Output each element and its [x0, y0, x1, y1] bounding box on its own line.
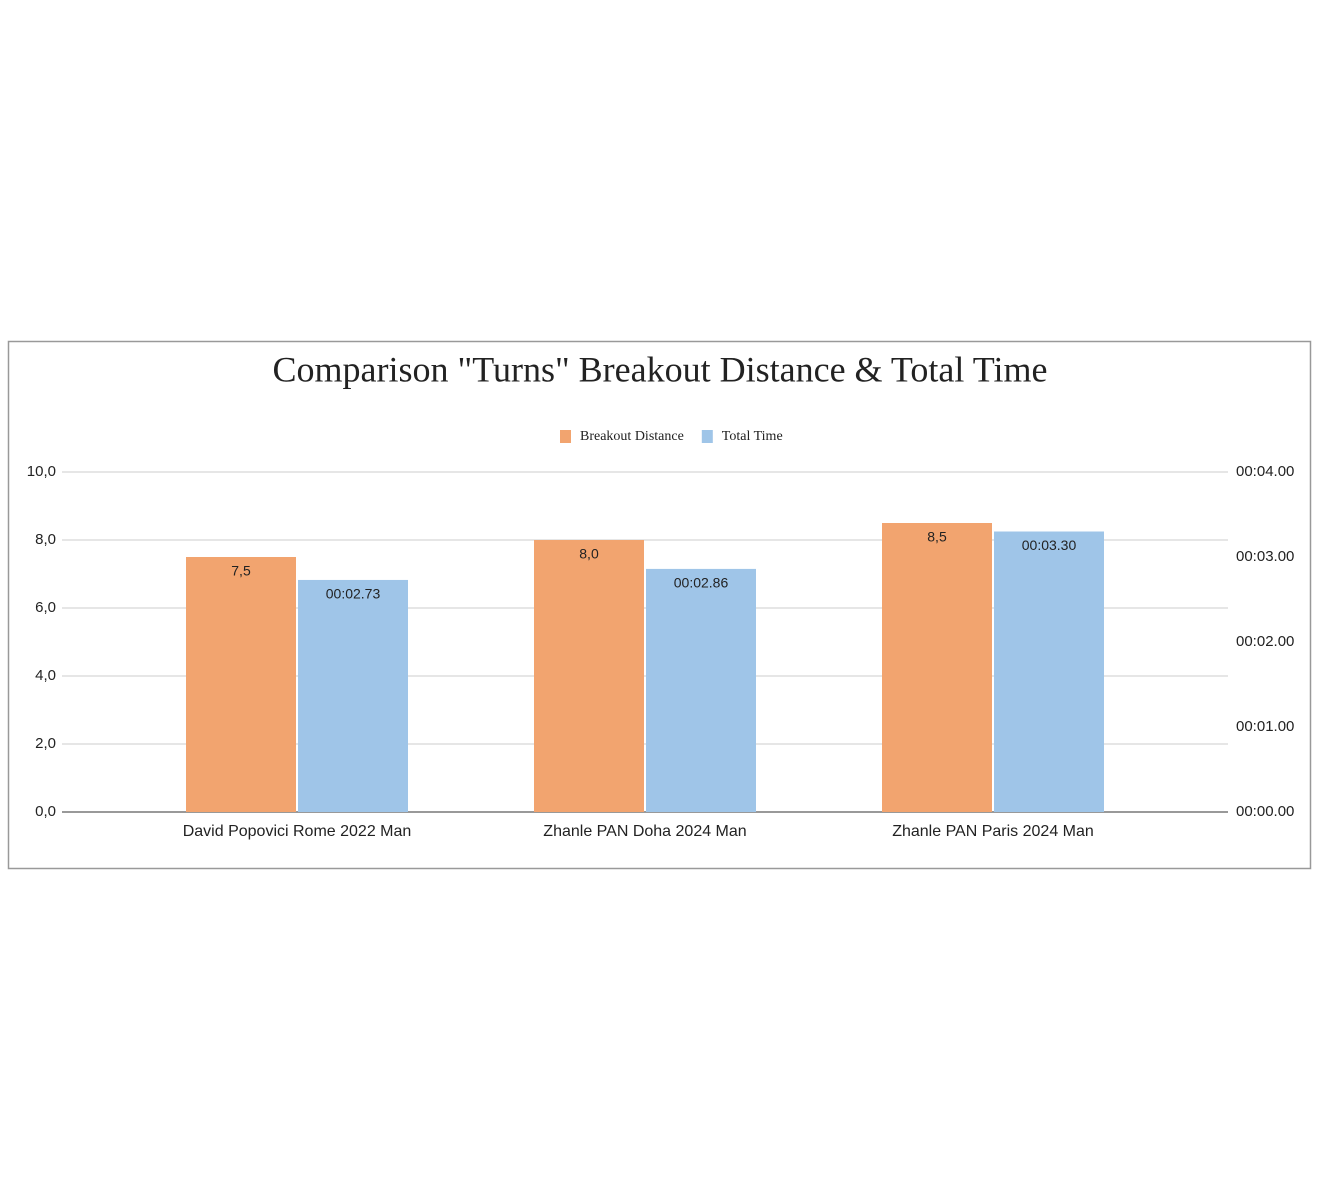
bar — [186, 557, 296, 812]
data-label: 8,0 — [579, 546, 599, 562]
legend-label: Breakout Distance — [580, 429, 684, 444]
y-tick-label: 6,0 — [35, 599, 56, 616]
y-tick-label: 4,0 — [35, 667, 56, 684]
data-label: 8,5 — [927, 529, 947, 545]
chart-title: Comparison "Turns" Breakout Distance & T… — [273, 349, 1048, 389]
x-tick-label: David Popovici Rome 2022 Man — [183, 823, 412, 840]
data-label: 00:02.86 — [674, 575, 729, 591]
x-tick-label: Zhanle PAN Paris 2024 Man — [892, 823, 1094, 840]
bar — [646, 568, 756, 812]
y2-tick-label: 00:03.00 — [1236, 548, 1294, 565]
y2-tick-label: 00:01.00 — [1236, 718, 1294, 735]
bar — [994, 531, 1104, 812]
bar — [298, 579, 408, 812]
x-tick-label: Zhanle PAN Doha 2024 Man — [543, 823, 746, 840]
legend-swatch — [701, 430, 713, 443]
y-tick-label: 8,0 — [35, 531, 56, 548]
y2-tick-label: 00:04.00 — [1236, 463, 1294, 480]
data-label: 7,5 — [231, 563, 251, 579]
y-tick-label: 0,0 — [35, 803, 56, 820]
legend-label: Total Time — [722, 429, 783, 444]
bar — [534, 540, 644, 812]
y2-tick-label: 00:00.00 — [1236, 803, 1294, 820]
y-tick-label: 2,0 — [35, 735, 56, 752]
bar — [882, 523, 992, 812]
data-label: 00:02.73 — [326, 586, 381, 602]
y2-tick-label: 00:02.00 — [1236, 633, 1294, 650]
data-label: 00:03.30 — [1022, 537, 1077, 553]
legend-swatch — [560, 430, 571, 443]
y-tick-label: 10,0 — [27, 463, 56, 480]
